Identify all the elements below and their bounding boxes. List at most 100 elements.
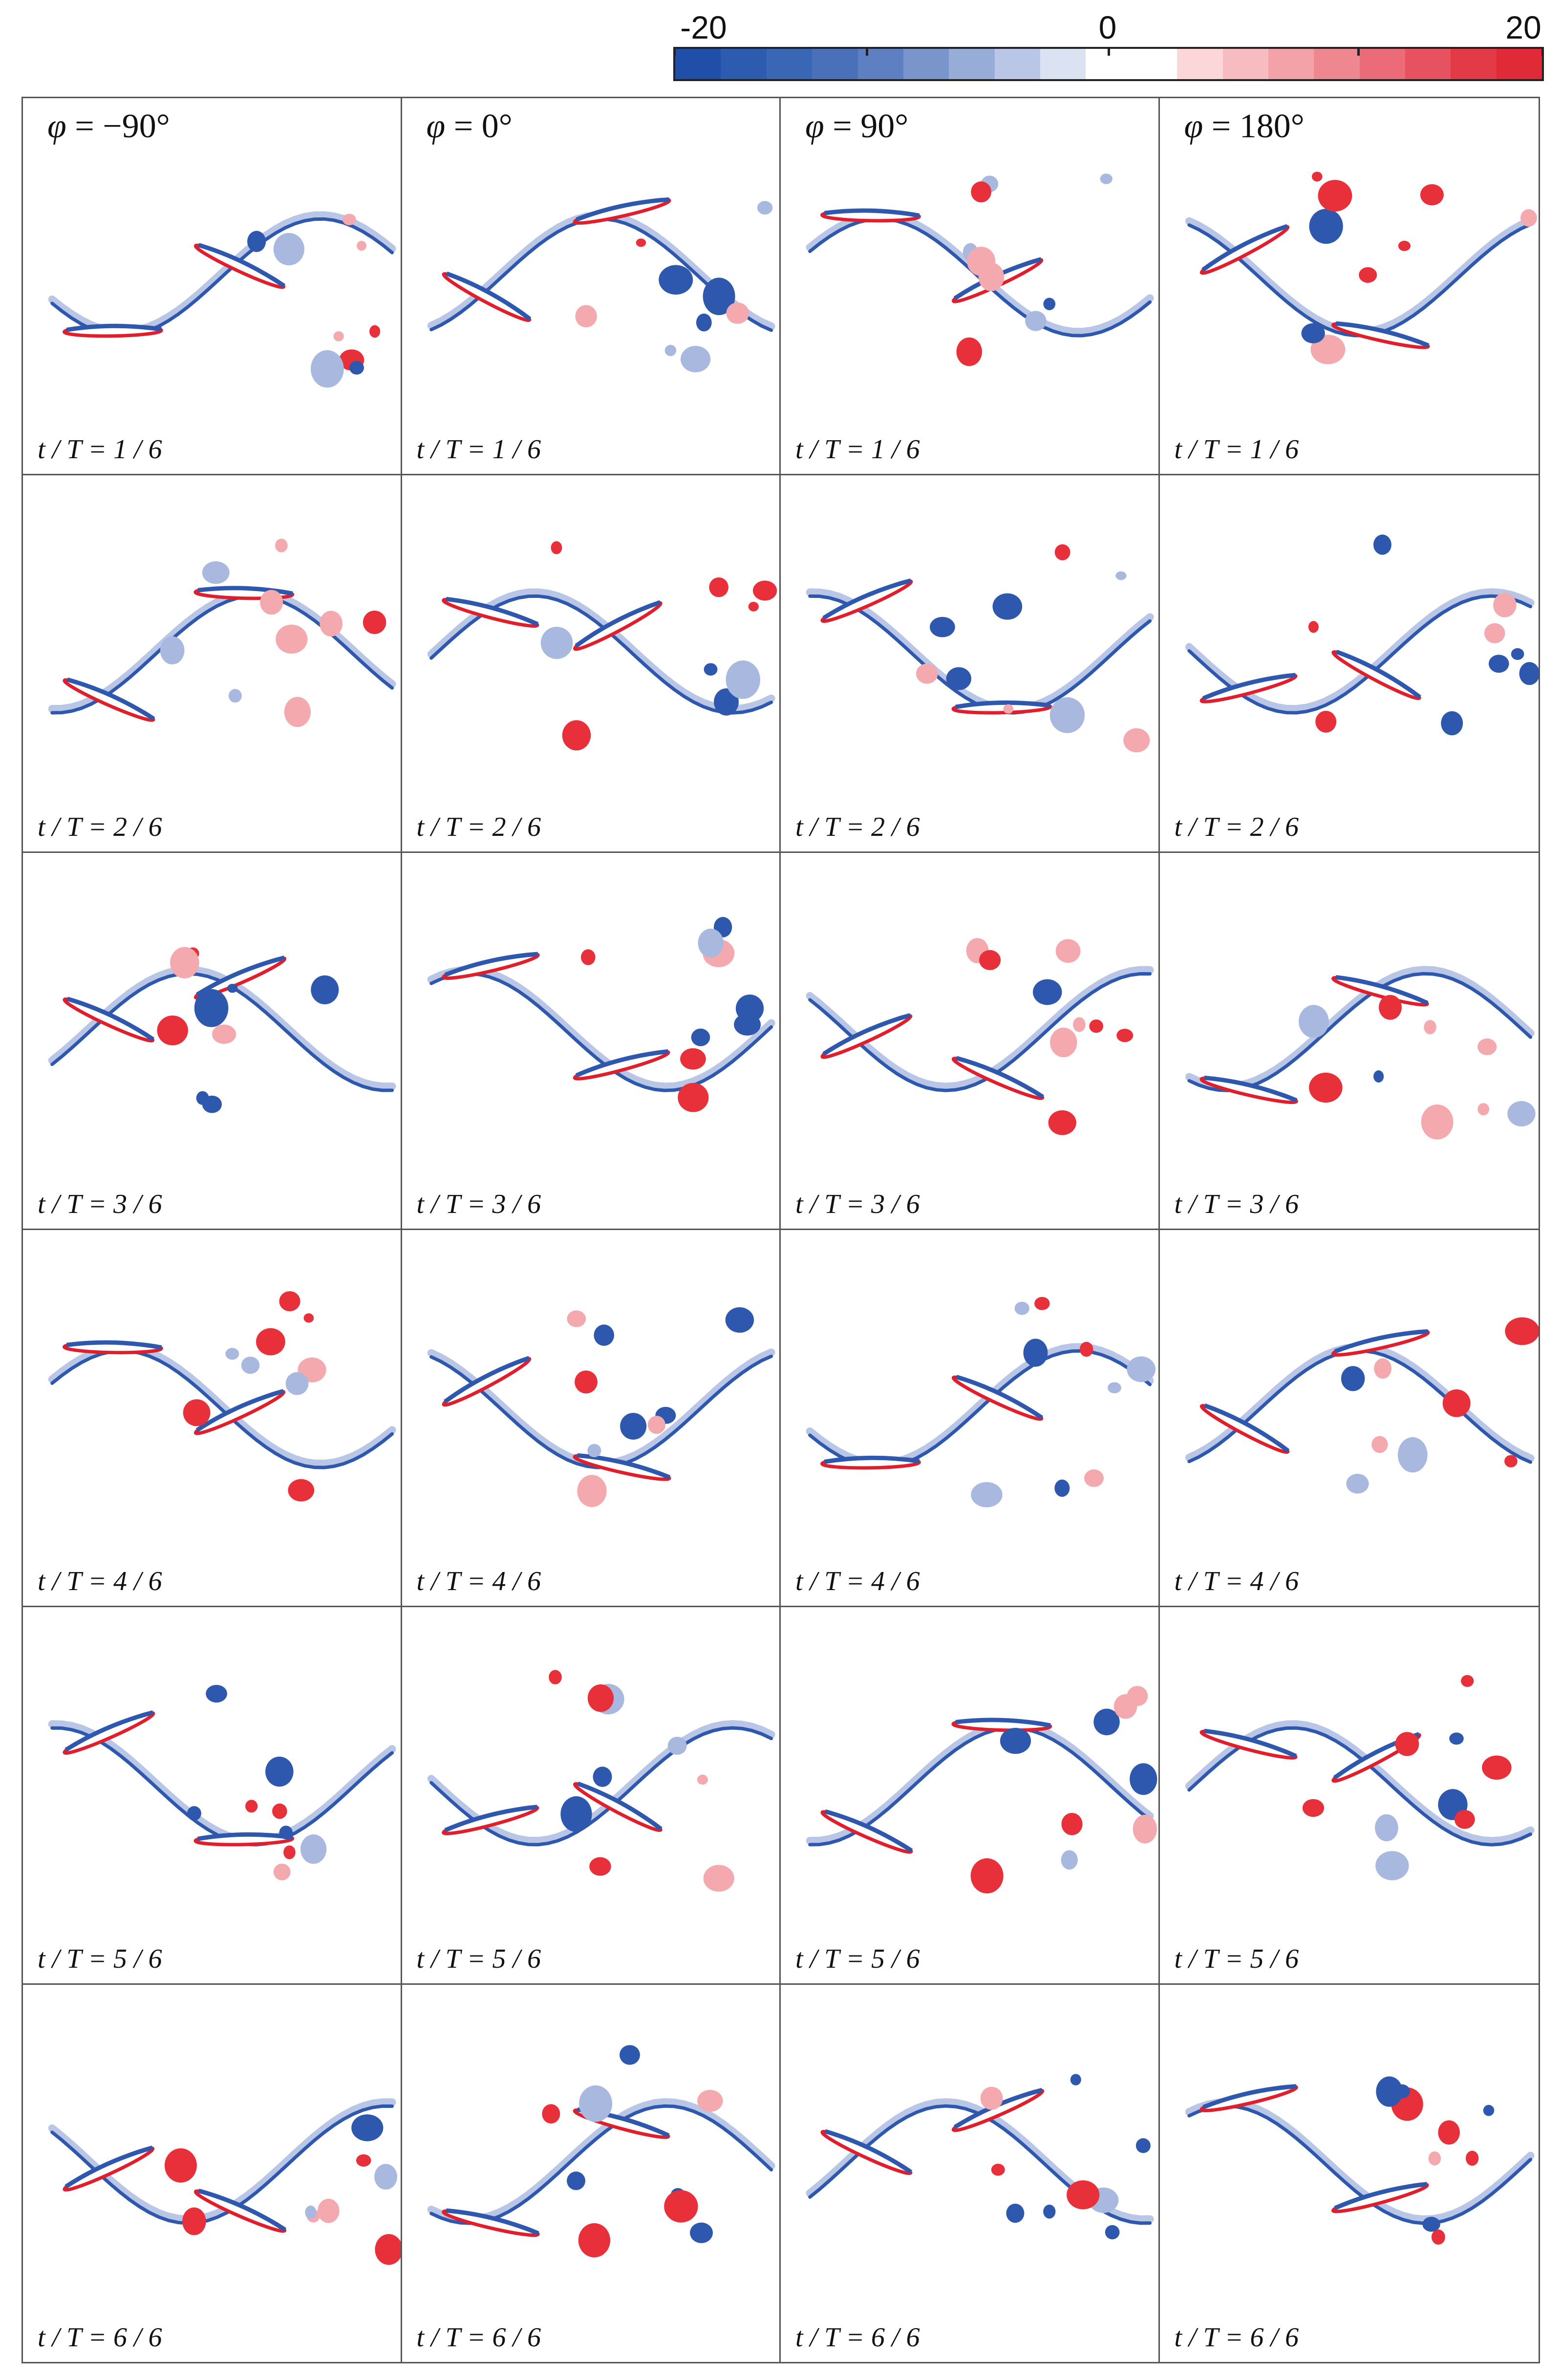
- positive-vortex: [1308, 1072, 1343, 1103]
- positive-vortex: [1437, 2120, 1460, 2145]
- positive-vortex: [1520, 209, 1537, 227]
- vorticity-panel: t / T = 2 / 6: [402, 475, 781, 853]
- positive-vortex: [1398, 240, 1411, 251]
- positive-vortex: [182, 2207, 206, 2235]
- vorticity-panel: t / T = 5 / 6: [1159, 1607, 1539, 1985]
- colorbar-swatch: [675, 49, 721, 79]
- airfoil-shear-layer: [1335, 975, 1428, 1005]
- airfoil-shear-layer: [955, 1718, 1051, 1728]
- positive-vortex: [1061, 1813, 1083, 1836]
- airfoil-shear-layer: [824, 1809, 913, 1853]
- positive-vortex: [541, 2104, 560, 2124]
- positive-vortex: [1431, 2229, 1445, 2245]
- colorbar-swatch: [812, 49, 858, 79]
- wake-ribbon-core: [50, 217, 394, 338]
- wake-ribbon-core: [808, 595, 1152, 715]
- time-label: t / T = 6 / 6: [416, 2322, 541, 2353]
- negative-vortex: [311, 975, 339, 1004]
- colorbar-swatch: [903, 49, 949, 79]
- positive-vortex: [647, 1416, 665, 1434]
- colorbar-mid-label: 0: [1098, 9, 1117, 45]
- time-label: t / T = 4 / 6: [795, 1566, 920, 1597]
- vorticity-panel: φ = 90° t / T = 1 / 6: [781, 98, 1160, 476]
- positive-vortex: [363, 611, 386, 635]
- colorbar-max-label: 20: [1505, 9, 1541, 45]
- negative-vortex: [992, 593, 1023, 620]
- vorticity-field: [48, 1291, 396, 1502]
- positive-vortex: [971, 181, 991, 203]
- positive-vortex: [303, 1313, 314, 1323]
- negative-vortex: [540, 627, 573, 659]
- airfoil: [441, 271, 531, 322]
- positive-vortex: [580, 949, 596, 965]
- vorticity-field: [806, 544, 1154, 753]
- airfoil-shear-layer: [1203, 1403, 1289, 1453]
- time-label: t / T = 2 / 6: [416, 811, 541, 842]
- airfoil: [820, 1013, 913, 1059]
- vorticity-panel: t / T = 6 / 6: [23, 1984, 402, 2362]
- negative-vortex: [704, 663, 717, 676]
- negative-vortex: [566, 2171, 585, 2190]
- positive-vortex: [1442, 1389, 1471, 1417]
- vorticity-field: [48, 538, 396, 727]
- vorticity-field: [48, 947, 396, 1113]
- negative-vortex: [285, 1372, 309, 1395]
- colorbar-swatch: [766, 49, 813, 79]
- negative-vortex: [1374, 1814, 1398, 1842]
- positive-vortex: [1423, 1020, 1436, 1034]
- phase-equals: =: [445, 107, 482, 145]
- time-label: t / T = 5 / 6: [795, 1943, 920, 1974]
- negative-vortex: [374, 2164, 397, 2189]
- airfoil-shear-layer: [446, 597, 538, 627]
- colorbar-swatch: [1040, 49, 1086, 79]
- positive-vortex: [1311, 171, 1323, 182]
- positive-vortex: [578, 2223, 610, 2257]
- positive-vortex: [276, 624, 308, 654]
- positive-vortex: [272, 1804, 287, 1819]
- airfoil: [820, 1455, 921, 1470]
- positive-vortex: [1116, 1028, 1134, 1042]
- vorticity-field: [806, 1296, 1156, 1508]
- airfoil-shear-layer: [1334, 1329, 1428, 1354]
- airfoil-shear-layer: [66, 323, 162, 332]
- negative-vortex: [946, 667, 972, 691]
- negative-vortex: [698, 928, 724, 957]
- airfoil: [1331, 1329, 1430, 1357]
- positive-vortex: [279, 1291, 300, 1312]
- negative-vortex: [1043, 2204, 1056, 2219]
- negative-vortex: [1023, 1339, 1048, 1367]
- positive-vortex: [1073, 1017, 1086, 1032]
- phase-symbol: φ: [805, 107, 824, 145]
- positive-vortex: [1317, 180, 1352, 212]
- negative-vortex: [265, 1757, 294, 1787]
- vorticity-panel: t / T = 6 / 6: [402, 1984, 781, 2362]
- negative-vortex: [1301, 323, 1325, 343]
- positive-vortex: [1421, 1104, 1454, 1140]
- negative-vortex: [241, 1357, 260, 1374]
- airfoil-shear-layer: [577, 1782, 663, 1831]
- vorticity-field: [48, 1685, 396, 1881]
- vorticity-panel: t / T = 4 / 6: [402, 1230, 781, 1608]
- phase-value: −90°: [103, 107, 170, 145]
- time-label: t / T = 3 / 6: [1174, 1189, 1299, 1219]
- negative-vortex: [1014, 1301, 1029, 1315]
- airfoil-shear-layer: [198, 2188, 286, 2231]
- negative-vortex: [247, 231, 266, 253]
- time-label: t / T = 6 / 6: [1174, 2322, 1299, 2353]
- negative-vortex: [620, 1413, 646, 1440]
- positive-vortex: [1420, 184, 1444, 206]
- airfoil: [193, 2188, 287, 2233]
- positive-vortex: [748, 602, 759, 612]
- negative-vortex: [680, 346, 710, 373]
- airfoil-shear-layer: [197, 586, 293, 596]
- colorbar-swatch: [1222, 49, 1268, 79]
- time-label: t / T = 2 / 6: [795, 811, 920, 842]
- positive-vortex: [342, 213, 356, 226]
- negative-vortex: [593, 1766, 612, 1787]
- airfoil: [193, 1389, 286, 1435]
- airfoil: [1199, 1403, 1289, 1454]
- colorbar-swatch: [949, 49, 995, 79]
- positive-vortex: [577, 1475, 607, 1508]
- negative-vortex: [1449, 1732, 1464, 1745]
- negative-vortex: [664, 344, 676, 356]
